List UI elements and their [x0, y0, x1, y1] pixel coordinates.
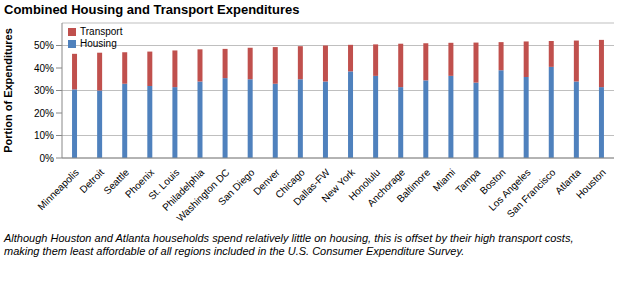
svg-text:Tampa: Tampa [453, 166, 482, 195]
html-text:Although Houston and Atlanta h: Although Houston and Atlanta households … [4, 232, 574, 257]
svg-text:Honolulu: Honolulu [346, 166, 383, 203]
svg-text:50%: 50% [34, 40, 54, 51]
svg-text:St. Louis: St. Louis [146, 166, 182, 202]
svg-text:Chicago: Chicago [273, 166, 307, 201]
html-text:Combined Housing and Transport: Combined Housing and Transport Expenditu… [4, 2, 300, 17]
svg-text:Detroit: Detroit [77, 166, 106, 195]
svg-text:Baltimore: Baltimore [395, 166, 433, 204]
svg-text:Washington DC: Washington DC [174, 166, 232, 224]
svg-text:San Francisco: San Francisco [505, 166, 558, 219]
html-text:Transport: Transport [80, 26, 123, 37]
svg-text:20%: 20% [34, 108, 54, 119]
svg-text:Denver: Denver [251, 166, 282, 198]
svg-text:30%: 30% [34, 85, 54, 96]
html-text:Housing: Housing [80, 38, 117, 49]
svg-text:San Diego: San Diego [216, 166, 257, 207]
svg-text:Boston: Boston [477, 166, 508, 197]
svg-text:New York: New York [319, 166, 357, 205]
svg-text:Minneapolis: Minneapolis [35, 167, 81, 213]
svg-text:Phoenix: Phoenix [122, 166, 157, 200]
svg-text:Philadelphia: Philadelphia [160, 166, 207, 213]
svg-text:Seattle: Seattle [101, 166, 132, 197]
svg-text:10%: 10% [34, 130, 54, 141]
svg-text:Miami: Miami [431, 167, 458, 194]
svg-text:Dallas-FW: Dallas-FW [291, 166, 332, 208]
svg-text:Portion of Expenditures: Portion of Expenditures [8, 28, 14, 153]
svg-text:40%: 40% [34, 63, 54, 74]
svg-text:Los Angeles: Los Angeles [486, 166, 533, 213]
svg-text:Anchorage: Anchorage [365, 166, 408, 209]
svg-text:Houston: Houston [574, 167, 608, 201]
svg-text:Atlanta: Atlanta [553, 166, 583, 197]
svg-text:0%: 0% [40, 153, 55, 164]
